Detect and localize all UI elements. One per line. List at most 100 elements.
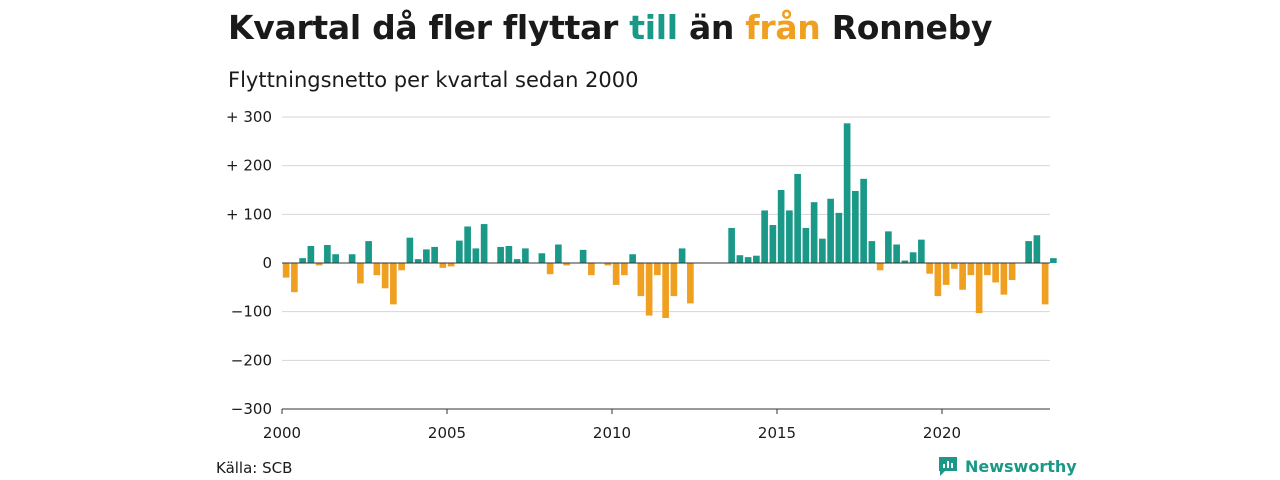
title-word-fran: från [745, 8, 821, 47]
bar [423, 249, 430, 263]
bar [299, 258, 306, 263]
bar [505, 245, 513, 263]
bar [843, 123, 851, 264]
bar [769, 225, 777, 263]
bar [810, 202, 818, 263]
bar [332, 254, 339, 263]
bar [563, 263, 570, 266]
bar [480, 224, 488, 263]
bar [414, 259, 422, 263]
bar [398, 263, 405, 271]
bar [307, 245, 315, 263]
bar [546, 263, 554, 275]
chart-title: Kvartal då fler flyttar till än från Ron… [228, 8, 992, 47]
bar [629, 254, 636, 263]
bar [291, 263, 298, 293]
y-tick-label: + 300 [226, 108, 272, 126]
bar [612, 263, 620, 285]
brand-name: Newsworthy [965, 456, 1077, 476]
bar [901, 260, 909, 263]
newsworthy-logo-icon [939, 457, 957, 476]
bar [984, 263, 991, 276]
bar [1025, 241, 1032, 263]
bar [794, 173, 801, 263]
bar [522, 248, 529, 263]
bar [736, 255, 744, 263]
brand-logo: Newsworthy [937, 455, 1077, 477]
bar [464, 226, 471, 263]
bar [687, 263, 694, 304]
bar [579, 249, 587, 263]
source-note: Källa: SCB [216, 459, 293, 477]
bar [868, 241, 876, 263]
bar [373, 263, 381, 276]
bar [1000, 263, 1008, 295]
axes: + 300 + 200 + 100 0 −100 −200 −300 2000 2005 2010… [226, 108, 1050, 442]
y-tick-label: 0 [262, 254, 272, 272]
bar [513, 259, 521, 263]
title-part-1: Kvartal då fler flyttar [228, 8, 630, 47]
bar [827, 198, 834, 263]
bar [942, 263, 950, 285]
bar [802, 227, 810, 263]
bar [926, 263, 933, 274]
bar [753, 255, 760, 263]
bar [885, 231, 892, 263]
bar [893, 244, 900, 263]
bar [555, 244, 562, 263]
x-tick-label: 2010 [593, 424, 631, 442]
chart-subtitle: Flyttningsnetto per kvartal sedan 2000 [228, 68, 639, 92]
bar [1008, 263, 1016, 281]
bar [406, 237, 414, 263]
bar [876, 263, 884, 271]
bar [390, 263, 397, 305]
bar [348, 254, 356, 263]
bar [934, 263, 942, 297]
bar [967, 263, 975, 276]
bar [662, 263, 669, 318]
bar [357, 263, 364, 284]
bar [439, 263, 447, 268]
bar [786, 210, 793, 263]
x-tick-label: 2005 [428, 424, 466, 442]
bar [456, 240, 463, 263]
bar [860, 178, 867, 263]
bar [538, 253, 546, 263]
bar [604, 263, 612, 266]
bar [637, 263, 645, 297]
x-tick-label: 2000 [263, 424, 301, 442]
bar [918, 239, 925, 263]
bar [909, 252, 917, 263]
bar [992, 263, 999, 283]
bar [670, 263, 678, 297]
y-tick-label: −200 [231, 351, 272, 369]
bar [819, 238, 826, 263]
bar [447, 263, 455, 267]
bar [1050, 258, 1057, 263]
bar [381, 263, 389, 289]
bar [959, 263, 966, 290]
bar [1033, 235, 1041, 263]
bar [678, 248, 686, 263]
bar [645, 263, 653, 316]
title-part-3: Ronneby [820, 8, 993, 47]
bar [777, 190, 785, 263]
y-tick-label: −100 [231, 303, 272, 321]
bar [744, 257, 752, 263]
x-tick-label: 2020 [923, 424, 961, 442]
bar [1041, 263, 1049, 305]
bar [761, 210, 768, 263]
bar [728, 227, 735, 263]
bar [852, 190, 859, 263]
bar [588, 263, 595, 276]
bar [497, 246, 504, 263]
title-word-till: till [629, 8, 678, 47]
bar [324, 244, 331, 263]
y-tick-label: −300 [231, 400, 272, 418]
bar [472, 248, 480, 263]
bar [282, 263, 290, 278]
bar [951, 263, 958, 269]
bar [654, 263, 661, 276]
y-tick-label: + 200 [226, 157, 272, 175]
